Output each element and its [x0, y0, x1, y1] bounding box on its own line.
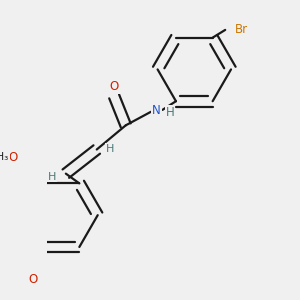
Text: Br: Br: [235, 23, 248, 36]
Text: H: H: [106, 143, 115, 154]
Text: N: N: [152, 104, 161, 117]
Text: O: O: [8, 151, 17, 164]
Text: CH₃: CH₃: [0, 152, 9, 162]
Text: H: H: [48, 172, 56, 182]
Text: O: O: [110, 80, 119, 93]
Text: O: O: [28, 273, 37, 286]
Text: H: H: [166, 106, 175, 119]
